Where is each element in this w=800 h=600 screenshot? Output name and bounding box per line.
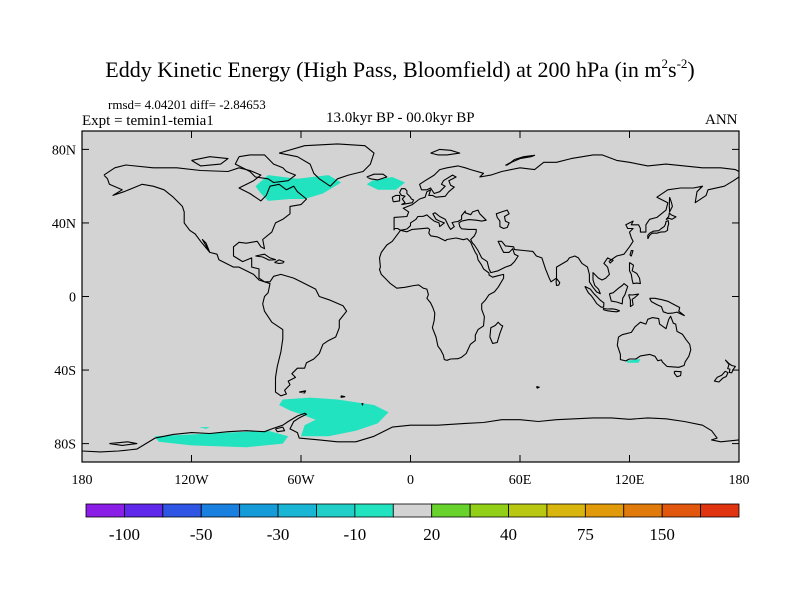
anomaly-region [155, 430, 289, 448]
colorbar-swatch [277, 503, 317, 518]
colorbar-label: 40 [500, 525, 517, 544]
coastline [274, 259, 285, 264]
y-tick-label: 80S [54, 438, 76, 453]
coastline [366, 173, 388, 181]
coastline [275, 426, 286, 433]
anomaly-region [198, 427, 210, 429]
coastline [399, 188, 415, 206]
y-tick-label: 0 [69, 291, 76, 306]
coastline [665, 212, 677, 221]
coastline [608, 283, 629, 305]
coastline [616, 315, 692, 368]
coastline [495, 209, 510, 230]
coastline [234, 154, 297, 184]
x-tick-label: 120E [615, 473, 645, 488]
coastline [505, 154, 536, 166]
colorbar-swatch [354, 503, 394, 518]
x-tick-label: 0 [407, 473, 414, 488]
coastline [628, 262, 641, 285]
coastline [391, 194, 401, 203]
coastline [393, 176, 739, 295]
coastline [584, 285, 605, 308]
anomaly-region [279, 397, 389, 437]
anomaly-region [625, 359, 641, 363]
coastline [555, 278, 561, 287]
y-tick-label: 40N [52, 217, 76, 232]
coastline [378, 227, 505, 361]
coastline [82, 412, 739, 453]
x-tick-label: 180 [72, 473, 93, 488]
coastline [673, 370, 682, 378]
y-tick-label: 40S [54, 364, 76, 379]
x-tick-label: 180 [729, 473, 750, 488]
coastline [647, 220, 670, 240]
colorbar-label: 150 [649, 525, 675, 544]
colorbar-label: 75 [577, 525, 594, 544]
coastline [489, 321, 504, 344]
coastline [299, 390, 307, 394]
coastline [608, 258, 614, 264]
colorbar-swatch [431, 503, 471, 518]
coastline [393, 154, 739, 231]
colorbar-label: -10 [344, 525, 367, 544]
coastline [361, 403, 364, 406]
chart-title: Eddy Kinetic Energy (High Pass, Bloomfie… [105, 56, 695, 82]
y-tick-label: 80N [52, 143, 76, 158]
coastline [668, 197, 673, 213]
colorbar-swatch [239, 503, 279, 518]
colorbar-label: -30 [267, 525, 290, 544]
coastline [713, 370, 729, 383]
anomaly-regions [155, 175, 641, 448]
coastline [535, 386, 540, 389]
x-tick-label: 120W [174, 473, 209, 488]
colorbar-swatch [316, 503, 356, 518]
colorbar-label: -100 [109, 525, 140, 544]
experiment-label: Expt = temin1-temia1 [82, 113, 214, 129]
coastline [278, 143, 375, 187]
colorbar-swatch [584, 503, 625, 518]
coastline [191, 156, 229, 167]
coastline [430, 148, 461, 156]
map-axes: 180 120W 60W 0 60E 120E 180 80N 40N 0 40S 80S [52, 131, 750, 488]
colorbar-swatch [700, 503, 740, 518]
colorbar-swatch [162, 503, 202, 518]
map-background [82, 131, 739, 462]
period-label: 13.0kyr BP - 00.0kyr BP [326, 110, 475, 126]
x-tick-label: 60W [287, 473, 315, 488]
colorbar-swatch [508, 503, 548, 518]
colorbar-label: 20 [423, 525, 440, 544]
coastline [724, 359, 736, 374]
season-label: ANN [705, 112, 738, 128]
stats-text: rmsd= 4.04201 diff= -2.84653 [108, 97, 266, 112]
colorbar-swatch [623, 503, 663, 518]
colorbar-swatch [546, 503, 586, 518]
coastlines [82, 143, 739, 453]
colorbar: -100 -50 -30 -10 20 40 75 150 [85, 503, 740, 544]
coastline [602, 307, 621, 313]
coastline [628, 293, 640, 308]
colorbar-swatch [124, 503, 164, 518]
colorbar-label: -50 [190, 525, 213, 544]
coastline [109, 441, 138, 446]
coastline [629, 249, 634, 257]
coastline [103, 164, 348, 397]
coastline [340, 395, 346, 398]
colorbar-swatch [392, 503, 433, 518]
x-tick-label: 60E [509, 473, 532, 488]
colorbar-swatch [85, 503, 125, 518]
coastline [255, 253, 277, 261]
coastline [649, 297, 685, 317]
colorbar-swatch [661, 503, 701, 518]
colorbar-swatch [200, 503, 241, 518]
colorbar-swatch [469, 503, 509, 518]
